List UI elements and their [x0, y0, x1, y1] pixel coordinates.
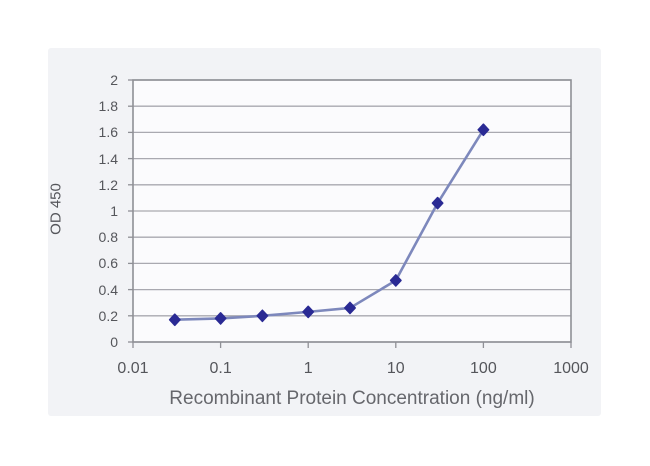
x-tick-label: 100	[470, 360, 497, 377]
data-point-marker	[431, 196, 444, 210]
x-tick-label: 1	[303, 360, 313, 377]
y-tick-label: 0.6	[98, 255, 118, 272]
data-point-marker	[168, 313, 181, 327]
x-tick-label: 0.1	[209, 360, 232, 377]
data-point-marker	[302, 305, 315, 319]
y-tick-label: 1.2	[98, 176, 118, 193]
y-tick-label: 1.8	[98, 98, 118, 115]
data-point-marker	[389, 274, 402, 287]
data-point-marker	[477, 123, 490, 137]
x-tick-label: 10	[386, 360, 405, 377]
y-tick-label: 0.8	[98, 229, 118, 246]
x-axis-title: Recombinant Protein Concentration (ng/ml…	[169, 388, 535, 409]
y-tick-label: 0	[110, 334, 118, 350]
x-tick-label: 1000	[553, 360, 589, 377]
y-tick-label: 2	[110, 72, 118, 88]
y-tick-label: 0.4	[98, 281, 118, 298]
plot-frame	[132, 79, 572, 343]
y-tick-label: 1.4	[98, 150, 118, 167]
data-series-line	[174, 129, 485, 322]
data-point-marker	[214, 312, 227, 325]
y-tick-label: 1.6	[98, 124, 118, 141]
y-axis-title: OD 450	[47, 183, 65, 235]
y-tick-label: 1	[110, 203, 118, 219]
y-tick-label: 0.2	[98, 307, 118, 324]
x-tick-label: 0.01	[117, 360, 149, 377]
data-point-marker	[256, 309, 269, 323]
data-point-marker	[344, 301, 356, 315]
